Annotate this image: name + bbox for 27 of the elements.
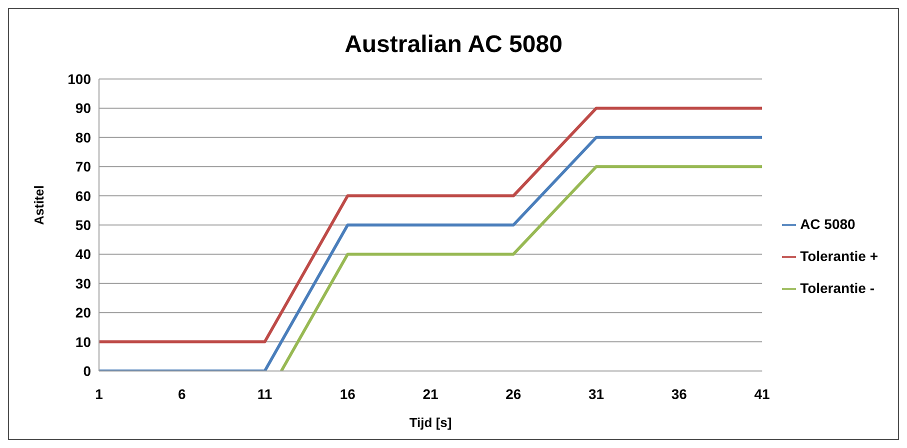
x-tick-label: 1 [95,386,104,402]
x-tick-label: 31 [588,386,604,402]
y-tick-label: 60 [75,188,92,204]
legend-label: Tolerantie + [800,248,878,264]
x-axis-title: Tijd [s] [409,415,452,430]
y-tick-label: 100 [68,70,92,87]
x-tick-label: 11 [257,386,272,402]
x-tick-label: 16 [340,386,356,402]
line-series [99,106,762,344]
y-tick-label: 50 [75,216,92,233]
y-axis-title: Astitel [32,185,47,225]
y-tick-label: 20 [75,304,92,321]
y-tick-label: 90 [75,100,92,116]
x-tick-label: 41 [754,386,770,402]
y-tick-label: 70 [75,158,92,175]
y-tick-label: 0 [83,362,92,379]
y-tick-label: 10 [75,334,92,350]
chart-title: Australian AC 5080 [344,31,564,60]
x-tick-label: 36 [671,386,688,402]
y-tick-label: 30 [75,275,92,292]
y-tick-label: 40 [75,246,92,262]
legend-label: Tolerantie - [800,280,874,296]
x-tick-label: 26 [506,386,522,402]
y-tick-label: 80 [75,129,92,146]
x-tick-label: 6 [178,386,186,402]
legend-label: AC 5080 [800,216,856,232]
x-tick-label: 21 [422,386,439,402]
